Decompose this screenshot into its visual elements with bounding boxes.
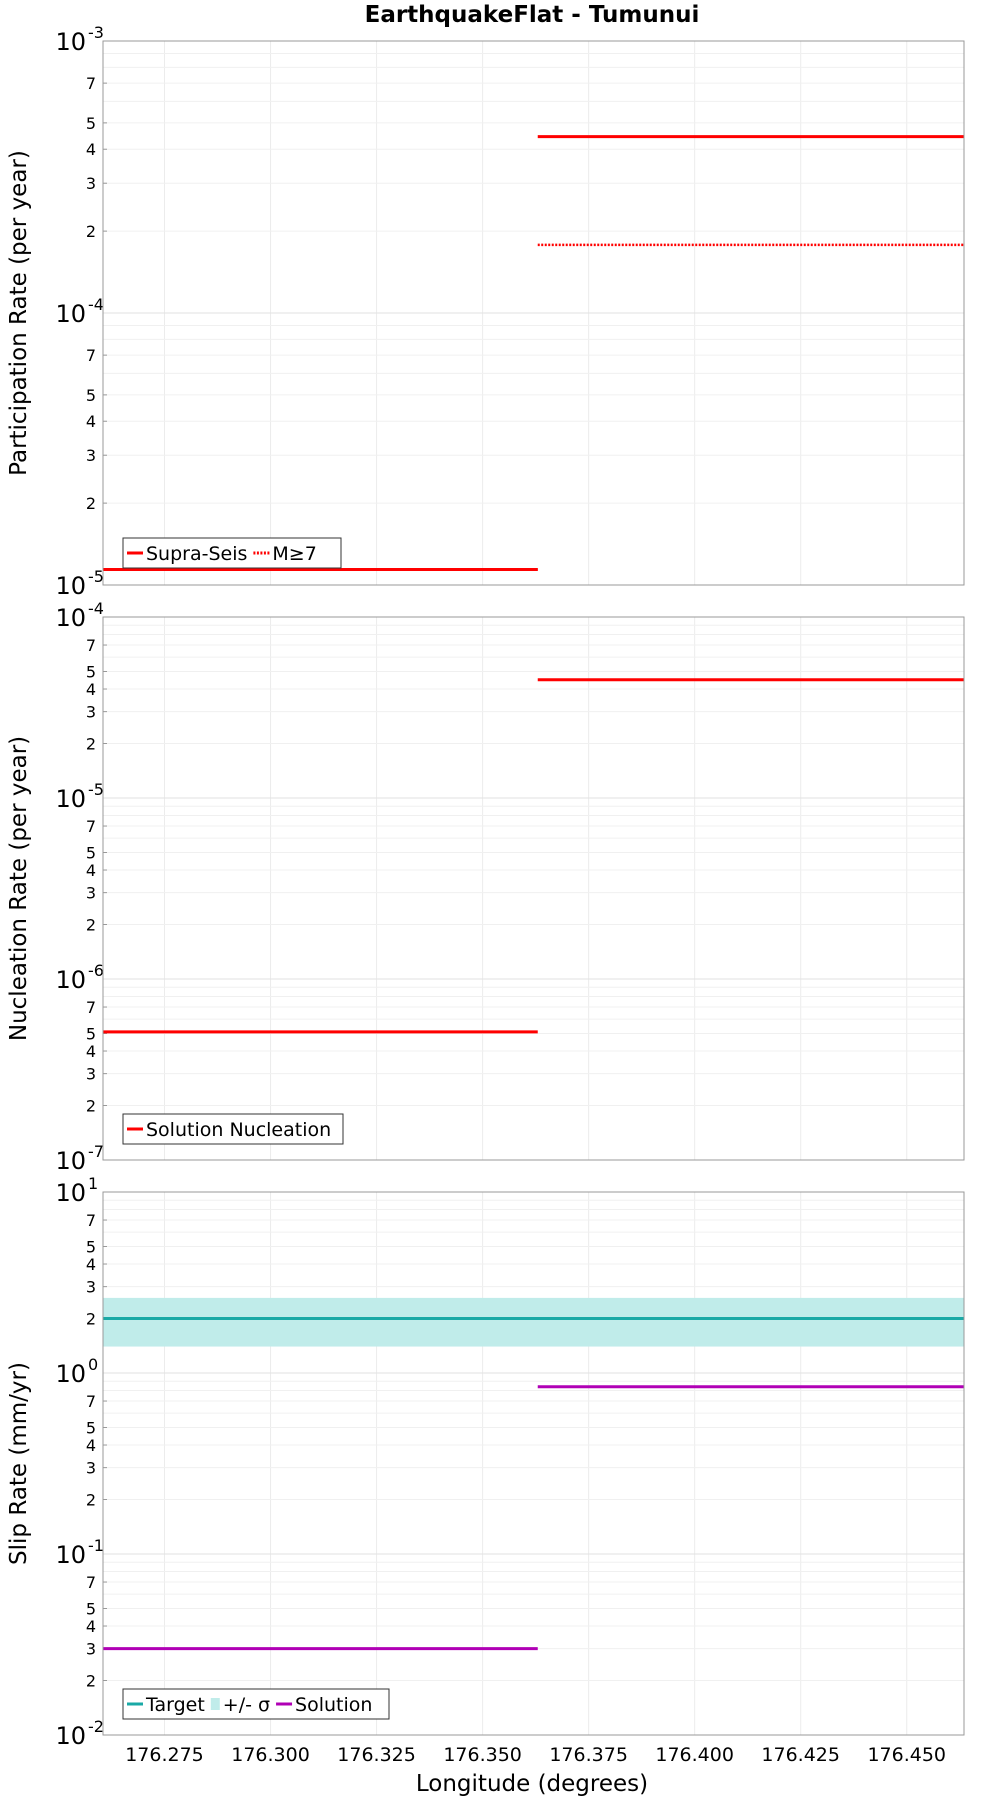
legend-label: Solution [295, 1694, 372, 1716]
y-axis-label: Participation Rate (per year) [6, 150, 32, 476]
y-tick-label: 3 [86, 174, 96, 193]
y-tick-label: 2 [86, 1672, 96, 1691]
y-tick-label: 2 [86, 494, 96, 513]
y-decade-label: 10 [55, 1179, 86, 1207]
legend-box [122, 1688, 390, 1720]
y-decade-exponent: 1 [88, 1174, 98, 1193]
y-axis-label: Slip Rate (mm/yr) [6, 1362, 32, 1565]
y-decade-exponent: -1 [88, 1536, 104, 1555]
y-tick-label: 7 [86, 817, 96, 836]
x-tick-label: 176.375 [549, 1744, 628, 1766]
legend-label: M≥7 [272, 543, 316, 565]
y-tick-label: 4 [86, 1042, 96, 1061]
y-tick-label: 7 [86, 1573, 96, 1592]
y-tick-label: 7 [86, 998, 96, 1017]
y-tick-label: 2 [86, 735, 96, 754]
y-tick-label: 7 [86, 636, 96, 655]
y-tick-label: 5 [86, 843, 96, 862]
y-tick-label: 3 [86, 1640, 96, 1659]
legend-label: Solution Nucleation [146, 1119, 331, 1141]
y-tick-label: 4 [86, 140, 96, 159]
y-tick-label: 3 [86, 703, 96, 722]
plot-frame [102, 616, 965, 1161]
y-tick-label: 5 [86, 662, 96, 681]
y-tick-label: 3 [86, 1459, 96, 1478]
y-tick-label: 5 [86, 114, 96, 133]
y-tick-label: 4 [86, 1255, 96, 1274]
y-decade-label: 10 [55, 966, 86, 994]
x-tick-label: 176.350 [443, 1744, 522, 1766]
y-decade-label: 10 [55, 572, 86, 600]
y-axis-label: Nucleation Rate (per year) [6, 736, 32, 1041]
y-decade-exponent: -4 [88, 599, 104, 618]
y-tick-label: 3 [86, 884, 96, 903]
x-tick-label: 176.275 [125, 1744, 204, 1766]
x-axis-label: Longitude (degrees) [416, 1771, 648, 1797]
y-tick-label: 3 [86, 446, 96, 465]
y-decade-exponent: -7 [88, 1142, 104, 1161]
sigma-band [103, 1297, 964, 1347]
legend-box [122, 1113, 344, 1145]
y-tick-label: 2 [86, 222, 96, 241]
y-tick-label: 7 [86, 74, 96, 93]
x-tick-label: 176.400 [655, 1744, 734, 1766]
y-decade-label: 10 [55, 1360, 86, 1388]
y-tick-label: 7 [86, 346, 96, 365]
y-tick-label: 2 [86, 1097, 96, 1116]
y-decade-label: 10 [55, 1722, 86, 1750]
y-decade-exponent: -3 [88, 23, 104, 42]
y-tick-label: 5 [86, 1237, 96, 1256]
chart-title: EarthquakeFlat - Tumunui [365, 2, 700, 28]
y-decade-exponent: -6 [88, 961, 104, 980]
y-tick-label: 7 [86, 1211, 96, 1230]
y-tick-label: 5 [86, 1599, 96, 1618]
y-decade-exponent: -4 [88, 295, 104, 314]
y-tick-label: 4 [86, 412, 96, 431]
y-decade-exponent: 0 [88, 1355, 98, 1374]
y-decade-label: 10 [55, 785, 86, 813]
plot-frame [102, 1191, 965, 1736]
x-tick-label: 176.300 [231, 1744, 310, 1766]
legend: Supra-Seis M≥7 [122, 537, 342, 569]
y-tick-label: 4 [86, 861, 96, 880]
y-tick-label: 5 [86, 386, 96, 405]
y-decade-label: 10 [55, 300, 86, 328]
y-tick-label: 5 [86, 1418, 96, 1437]
y-decade-exponent: -5 [88, 780, 104, 799]
y-tick-label: 2 [86, 1310, 96, 1329]
legend: Solution Nucleation [122, 1113, 344, 1145]
legend: Target +/- σ Solution [122, 1688, 390, 1720]
y-tick-label: 2 [86, 916, 96, 935]
y-tick-label: 4 [86, 1436, 96, 1455]
legend-label: Target [145, 1694, 205, 1716]
legend-swatch [210, 1698, 220, 1710]
y-decade-exponent: -2 [88, 1717, 104, 1736]
y-tick-label: 7 [86, 1392, 96, 1411]
legend-box [122, 537, 342, 569]
y-decade-label: 10 [55, 28, 86, 56]
y-tick-label: 2 [86, 1491, 96, 1510]
y-tick-label: 4 [86, 1617, 96, 1636]
x-tick-label: 176.450 [867, 1744, 946, 1766]
x-tick-label: 176.425 [761, 1744, 840, 1766]
plot-frame [102, 40, 965, 586]
y-decade-label: 10 [55, 1541, 86, 1569]
y-decade-label: 10 [55, 604, 86, 632]
y-tick-label: 5 [86, 1024, 96, 1043]
legend-label: Supra-Seis [146, 543, 247, 565]
y-tick-label: 3 [86, 1065, 96, 1084]
x-tick-label: 176.325 [337, 1744, 416, 1766]
legend-label: +/- σ [223, 1694, 270, 1716]
y-decade-label: 10 [55, 1147, 86, 1175]
y-decade-exponent: -5 [88, 567, 104, 586]
y-tick-label: 4 [86, 680, 96, 699]
y-tick-label: 3 [86, 1278, 96, 1297]
